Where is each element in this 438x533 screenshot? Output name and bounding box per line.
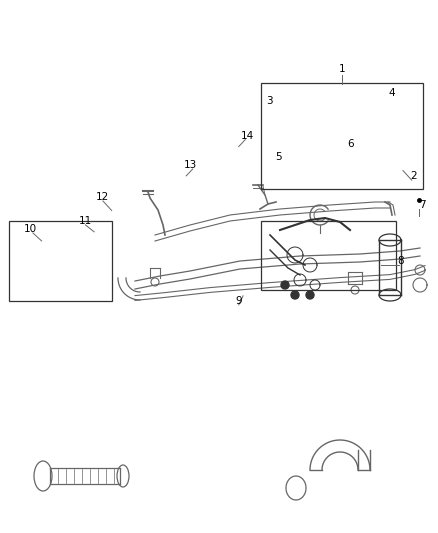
Text: 14: 14 (241, 131, 254, 141)
Text: 3: 3 (266, 96, 273, 106)
Circle shape (291, 291, 299, 299)
Text: 12: 12 (96, 192, 110, 202)
Bar (261, 83, 423, 189)
Text: 9: 9 (235, 296, 242, 306)
Circle shape (281, 281, 289, 289)
Text: 6: 6 (347, 139, 354, 149)
Text: 5: 5 (275, 152, 282, 162)
Text: 4: 4 (389, 88, 396, 98)
Circle shape (306, 291, 314, 299)
Text: 2: 2 (410, 171, 417, 181)
Text: 7: 7 (419, 200, 426, 210)
Bar (9, 221, 112, 301)
Text: 10: 10 (24, 224, 37, 234)
Text: 13: 13 (184, 160, 197, 170)
Text: 1: 1 (338, 64, 345, 74)
Text: 11: 11 (79, 216, 92, 226)
Bar (261, 221, 396, 290)
Text: 8: 8 (397, 256, 404, 266)
